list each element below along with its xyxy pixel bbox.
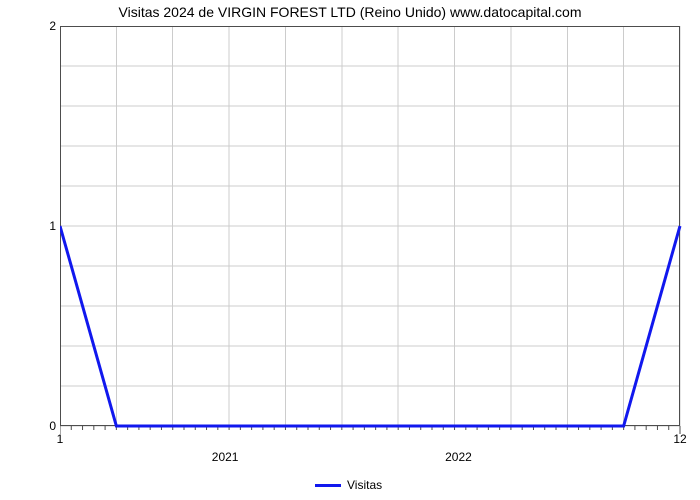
legend-label: Visitas: [347, 478, 382, 492]
y-tick-label: 0: [16, 419, 56, 433]
y-tick-label: 2: [16, 19, 56, 33]
chart-title: Visitas 2024 de VIRGIN FOREST LTD (Reino…: [0, 4, 700, 20]
legend: Visitas: [315, 478, 382, 492]
y-axis-ticks: 0 1 2: [0, 0, 60, 500]
y-tick-label: 1: [16, 219, 56, 233]
x-tick-label: 2021: [212, 450, 239, 464]
x-tick-label: 2022: [445, 450, 472, 464]
visits-chart: Visitas 2024 de VIRGIN FOREST LTD (Reino…: [0, 0, 700, 500]
x-bound-label: 1: [57, 432, 64, 446]
legend-swatch: [315, 484, 341, 487]
x-bound-label: 12: [673, 432, 686, 446]
plot-area: [60, 26, 694, 440]
